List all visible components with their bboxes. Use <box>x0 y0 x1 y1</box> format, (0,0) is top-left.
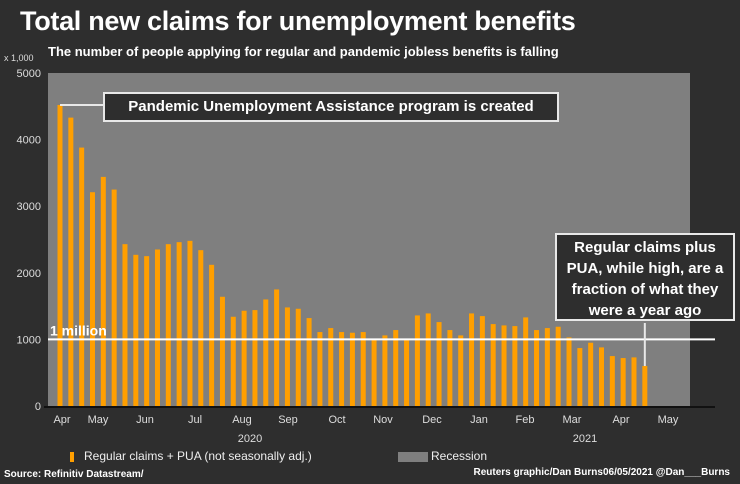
bar <box>404 340 410 406</box>
bar <box>219 296 225 406</box>
bar <box>89 192 95 406</box>
bar <box>339 332 345 406</box>
x-tick-label: May <box>658 414 679 426</box>
bar <box>599 347 604 406</box>
x-tick-label: Feb <box>516 414 535 426</box>
bar <box>469 313 475 406</box>
bar <box>230 316 236 406</box>
bar <box>349 332 355 406</box>
bar <box>393 330 399 406</box>
bar <box>425 313 431 406</box>
bar <box>609 356 615 406</box>
chart-subtitle: The number of people applying for regula… <box>48 44 559 59</box>
bar <box>209 264 215 406</box>
x-tick-label: Dec <box>422 414 442 426</box>
bar <box>577 348 583 406</box>
bar <box>187 240 193 406</box>
bar <box>642 366 648 406</box>
bar <box>252 310 258 406</box>
y-tick-label: 4000 <box>17 135 41 147</box>
x-tick-label: Apr <box>612 414 629 426</box>
bar <box>544 328 550 406</box>
x-tick-label: Aug <box>232 414 252 426</box>
legend-series-label: Regular claims + PUA (not seasonally adj… <box>84 449 312 463</box>
y-tick-label: 5000 <box>17 68 41 80</box>
x-tick-label: May <box>88 414 109 426</box>
bar <box>165 244 171 406</box>
bar <box>328 328 334 406</box>
x-tick-label: Sep <box>278 414 298 426</box>
bar <box>490 324 496 406</box>
y-tick-label: 0 <box>35 401 41 413</box>
bar <box>588 342 594 406</box>
bar <box>371 339 377 406</box>
x-tick-label: Jun <box>136 414 154 426</box>
y-axis-unit: x 1,000 <box>4 53 34 63</box>
bar <box>57 104 63 406</box>
bar <box>382 335 388 406</box>
legend-series-swatch <box>70 452 74 462</box>
bar <box>144 256 150 406</box>
year-label: 2020 <box>238 433 262 445</box>
annotation-pua-created: Pandemic Unemployment Assistance program… <box>103 92 559 122</box>
bar <box>154 249 160 406</box>
bar <box>111 189 117 406</box>
bar <box>501 325 507 406</box>
x-tick-label: Apr <box>53 414 70 426</box>
x-tick-label: Oct <box>328 414 345 426</box>
source-note: Source: Refinitiv Datastream/ <box>4 469 144 480</box>
bar <box>447 330 453 406</box>
bar <box>100 176 106 406</box>
bar <box>198 250 204 406</box>
bar <box>458 335 464 406</box>
bar <box>436 322 442 406</box>
bar <box>512 326 518 406</box>
bar <box>523 317 529 406</box>
bar <box>176 242 182 406</box>
bar <box>631 357 637 406</box>
legend-recession-swatch <box>398 452 428 462</box>
bar <box>274 289 280 406</box>
legend-recession-label: Recession <box>431 449 488 463</box>
x-tick-label: Jan <box>470 414 488 426</box>
chart-title: Total new claims for unemployment benefi… <box>20 6 576 36</box>
credit-note: Reuters graphic/Dan Burns06/05/2021 @Dan… <box>473 467 730 478</box>
bar <box>79 147 85 407</box>
x-tick-label: Mar <box>563 414 582 426</box>
bar <box>566 337 572 406</box>
bar <box>620 358 626 406</box>
bar <box>122 244 128 406</box>
x-tick-label: Jul <box>188 414 202 426</box>
bar <box>68 117 74 406</box>
y-tick-label: 1000 <box>17 334 41 346</box>
bar <box>317 332 323 406</box>
bar <box>479 316 485 406</box>
bar <box>360 332 366 406</box>
x-tick-label: Nov <box>373 414 393 426</box>
y-tick-label: 2000 <box>17 268 41 280</box>
bar <box>263 299 269 406</box>
bar <box>414 315 420 406</box>
bar <box>306 318 312 406</box>
bar <box>555 326 561 406</box>
bar <box>534 330 540 406</box>
annotation-fraction: Regular claims plus PUA, while high, are… <box>555 233 735 321</box>
year-label: 2021 <box>573 433 597 445</box>
bar <box>241 310 247 406</box>
y-tick-label: 3000 <box>17 201 41 213</box>
bar <box>284 307 290 406</box>
reference-line-label: 1 million <box>50 322 107 338</box>
bar <box>295 308 301 406</box>
bar <box>133 254 139 406</box>
